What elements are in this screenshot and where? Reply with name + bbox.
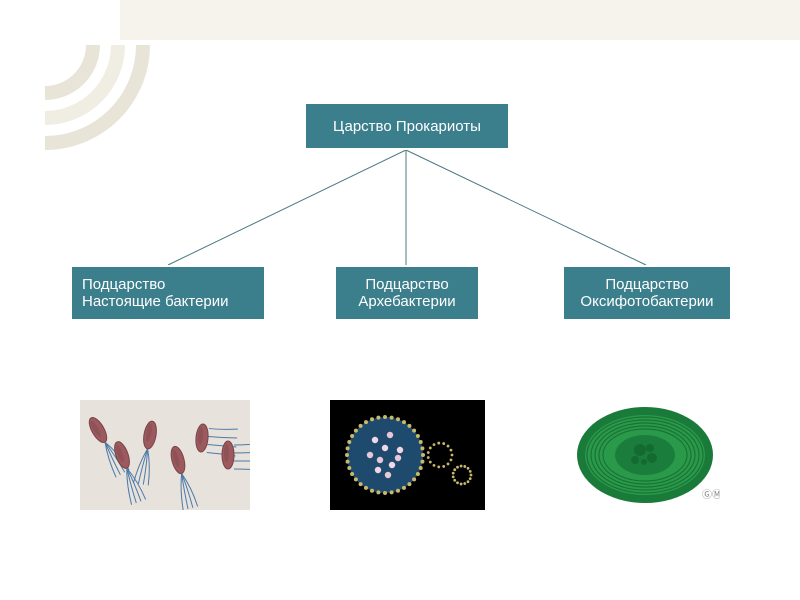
top-decorative-band	[120, 0, 800, 40]
illustration-bacteria	[80, 400, 250, 515]
illustration-oxyphoto: ⒼⓂ	[570, 400, 720, 515]
child-label: Подцарство Настоящие бактерии	[82, 276, 229, 310]
child-node-oxyphoto: Подцарство Оксифотобактерии	[562, 265, 732, 321]
connector-line	[168, 150, 406, 265]
connector-line	[406, 150, 646, 265]
child-node-archaea: Подцарство Архебактерии	[334, 265, 480, 321]
corner-arcs	[0, 0, 160, 160]
illustration-archaea	[330, 400, 485, 515]
child-label: Подцарство Оксифотобактерии	[576, 276, 718, 310]
child-label: Подцарство Архебактерии	[348, 276, 466, 310]
root-node: Царство Прокариоты	[304, 102, 510, 150]
child-node-bacteria: Подцарство Настоящие бактерии	[70, 265, 266, 321]
svg-text:ⒼⓂ: ⒼⓂ	[702, 489, 720, 501]
root-label: Царство Прокариоты	[333, 118, 481, 135]
